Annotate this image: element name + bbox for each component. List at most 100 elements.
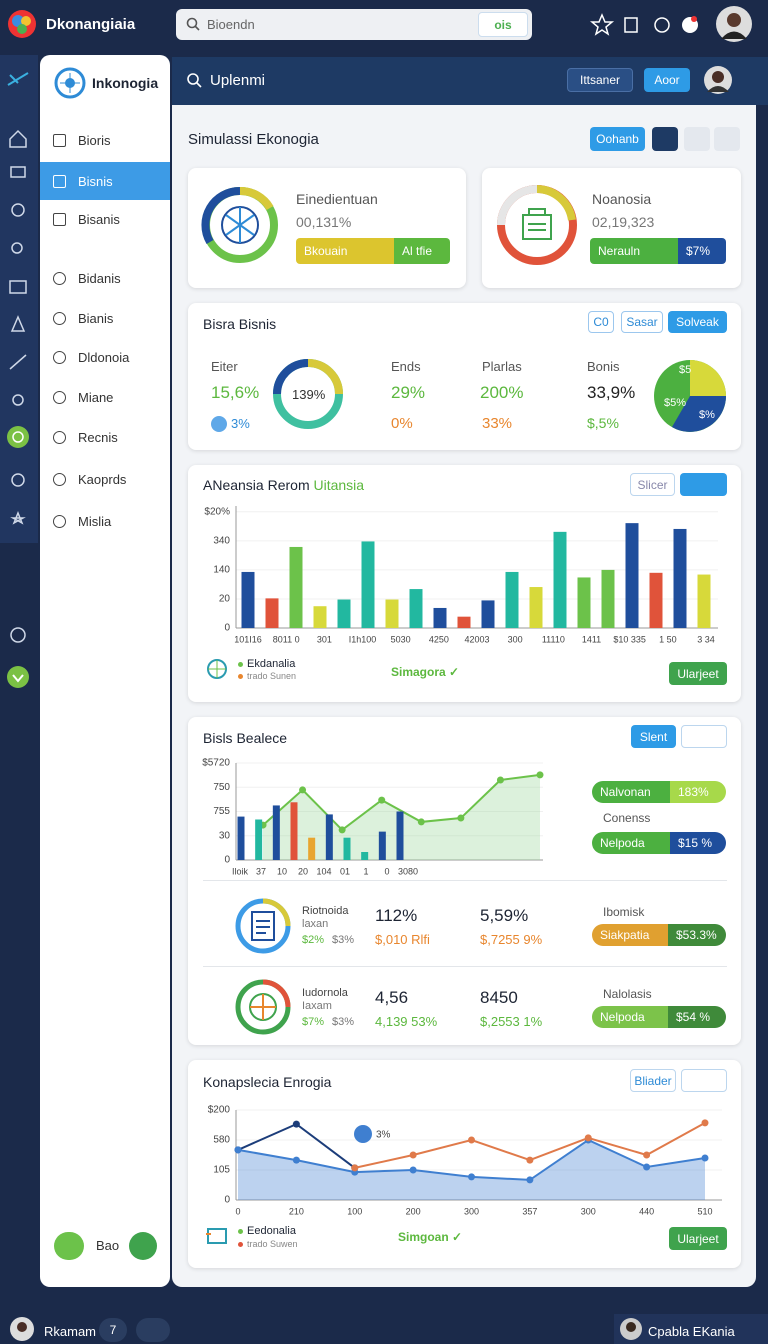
calendar-button[interactable] — [681, 725, 727, 748]
bar — [343, 837, 351, 860]
button-label: Oohanb — [596, 132, 639, 146]
stat-value: 15,6% — [211, 383, 260, 402]
action-button[interactable]: Ularjeet — [669, 1227, 727, 1250]
line-point — [496, 776, 504, 784]
bar — [361, 851, 369, 860]
sidebar-item[interactable]: Dldonoia — [78, 350, 130, 365]
row-name: Iudornola — [302, 987, 348, 999]
bar — [505, 571, 519, 628]
x-tick-label: 101I16 — [234, 634, 262, 644]
pill: Nelpoda $15 % — [592, 832, 726, 854]
line-point — [378, 796, 386, 804]
sidebar-item[interactable]: Mislia — [78, 514, 112, 529]
avatar[interactable] — [716, 6, 752, 42]
stat-sub: $,5% — [587, 415, 619, 431]
button-label: Slicer — [637, 477, 668, 492]
search-button[interactable]: ois — [478, 12, 528, 37]
kpi-bar-right: $7% — [678, 238, 726, 264]
bar — [697, 574, 711, 628]
sidebar-item[interactable]: Miane — [78, 390, 114, 405]
sidebar-item[interactable]: Kaoprds — [78, 472, 127, 487]
calendar-button[interactable] — [681, 1069, 727, 1092]
avatar — [620, 1318, 642, 1340]
bar — [481, 600, 495, 628]
y-tick-label: 580 — [213, 1135, 230, 1146]
footer-icon[interactable] — [136, 1318, 170, 1342]
view-toggle[interactable] — [714, 127, 740, 151]
kpi-bar: Bkouain Al tfie — [296, 238, 450, 264]
sidebar-icon — [53, 473, 66, 486]
bar — [313, 606, 327, 628]
legend-entry: Eedonalia — [247, 1225, 296, 1237]
pill-label: Siakpatia — [592, 924, 668, 946]
active-item-bg — [40, 162, 170, 200]
card-button[interactable]: Solveak — [668, 311, 727, 333]
avatar[interactable] — [10, 1317, 34, 1341]
line-point — [468, 1173, 475, 1181]
line-point — [292, 1156, 300, 1164]
bar — [396, 811, 404, 860]
card-button[interactable]: Sasar — [621, 311, 663, 333]
subbar-button[interactable]: Aoor — [644, 68, 690, 92]
bar — [325, 814, 333, 860]
avatar[interactable] — [704, 66, 732, 94]
card-title: Bisra Bisnis — [203, 316, 277, 332]
sidebar-item[interactable]: Recnis — [78, 430, 118, 445]
x-tick-label: $10 335 — [613, 634, 646, 644]
legend-icon — [206, 1228, 227, 1244]
action-button[interactable]: Ularjeet — [669, 662, 727, 685]
sidebar-icon — [53, 431, 66, 444]
subbar-button[interactable]: Ittsaner — [567, 68, 633, 92]
row-value-sub: 4,139 53% — [375, 1014, 438, 1029]
search-box[interactable] — [176, 9, 532, 40]
bar-chart-card — [188, 465, 741, 702]
footer-badge[interactable]: 7 — [99, 1318, 127, 1342]
line-point — [338, 826, 346, 834]
search-icon — [186, 17, 200, 31]
view-toggle[interactable] — [684, 127, 710, 151]
calendar-button[interactable] — [680, 473, 727, 496]
stat-label: Ends — [391, 359, 421, 374]
x-tick-label: 0 — [384, 866, 389, 876]
x-tick-label: 37 — [256, 866, 266, 876]
sidebar-item[interactable]: Bisanis — [78, 212, 120, 227]
stat-value: 200% — [480, 383, 524, 402]
view-toggle[interactable] — [652, 127, 678, 151]
card-button[interactable]: Bliader — [630, 1069, 676, 1092]
row-small: $2% — [302, 934, 325, 946]
line-point — [409, 1166, 417, 1174]
bar — [625, 523, 639, 628]
card-button[interactable]: C0 — [588, 311, 614, 333]
footer-button[interactable] — [129, 1232, 157, 1260]
line-point — [299, 786, 307, 794]
footer-button[interactable] — [54, 1232, 84, 1260]
x-tick-label: 301 — [317, 634, 332, 644]
footer-user: Rkamam — [44, 1324, 97, 1339]
card-button[interactable]: Slicer — [630, 473, 675, 496]
sidebar-item[interactable]: Bianis — [78, 311, 114, 326]
row-name: Riotnoida — [302, 905, 349, 917]
x-tick-label: 3080 — [398, 866, 418, 876]
card-button[interactable]: Slent — [631, 725, 676, 748]
page-button[interactable]: Oohanb — [590, 127, 645, 151]
sidebar-item[interactable]: Bidanis — [78, 271, 121, 286]
bar — [577, 577, 591, 628]
line-point — [292, 1120, 300, 1128]
status: Simgoan ✓ — [398, 1230, 463, 1244]
row-small: $7% — [302, 1016, 325, 1028]
row-value-sub: $,7255 9% — [480, 932, 543, 947]
sidebar-item[interactable]: Bisnis — [78, 174, 113, 189]
bar — [237, 816, 245, 860]
button-label: Slent — [639, 729, 668, 744]
kpi-bar-left: Nerauln — [590, 238, 678, 264]
bar — [265, 598, 279, 628]
bar — [409, 589, 423, 628]
stat-sub: 0% — [391, 415, 413, 432]
x-tick-label: 300 — [581, 1206, 596, 1216]
line-point — [643, 1151, 651, 1159]
icon-rail — [0, 55, 38, 688]
line-point — [643, 1163, 651, 1171]
x-tick-label: 10 — [277, 866, 287, 876]
x-tick-label: I1h100 — [349, 634, 377, 644]
sidebar-item[interactable]: Bioris — [78, 133, 111, 148]
